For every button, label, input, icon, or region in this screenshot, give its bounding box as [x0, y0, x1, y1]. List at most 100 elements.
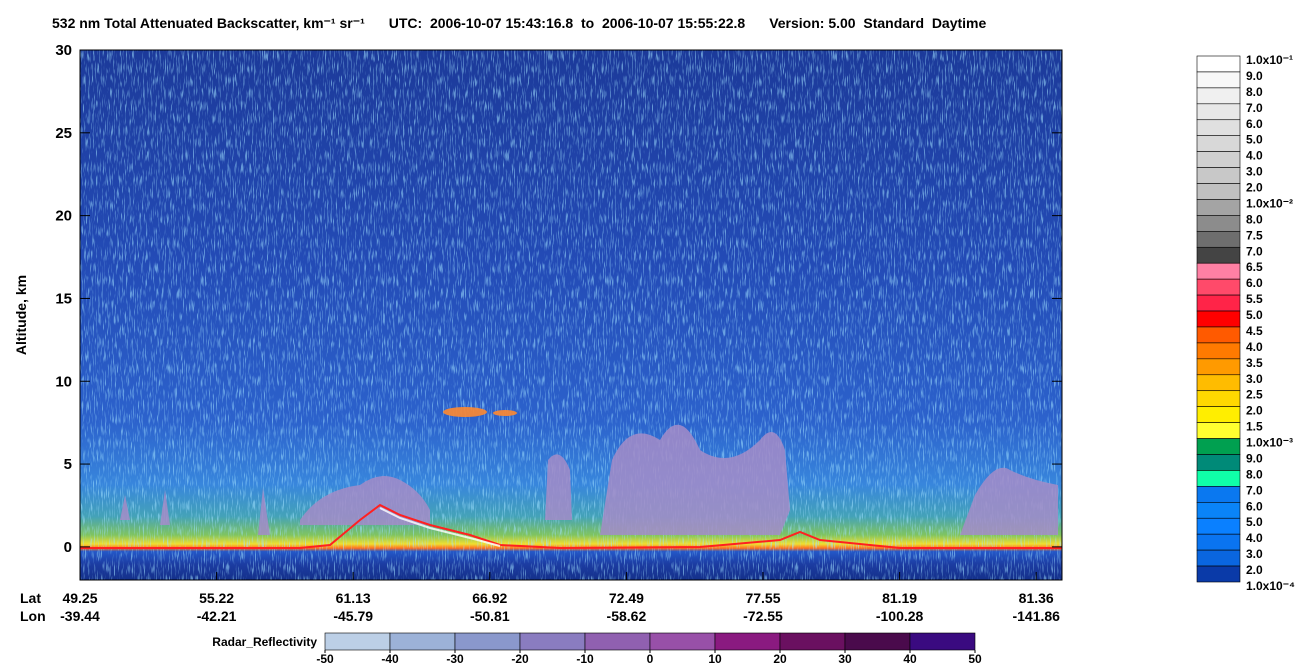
- colorbar-cell: [1196, 231, 1241, 248]
- x-tick-label: -50.81: [470, 608, 510, 624]
- colorbar-cell: [1196, 438, 1241, 455]
- colorbar-cell: [1196, 246, 1241, 264]
- colorbar-label: 2.0: [1246, 404, 1263, 418]
- x-tick-label: 81.19: [882, 590, 917, 606]
- y-tick-label: 0: [64, 539, 72, 556]
- colorbar-label: 1.0x10⁻¹: [1246, 53, 1293, 67]
- colorbar-label: 4.0: [1246, 340, 1263, 354]
- radar-tick-label: 0: [647, 652, 654, 666]
- colorbar-label: 1.0x10⁻²: [1246, 196, 1293, 210]
- x-tick-label: 72.49: [609, 590, 644, 606]
- x-tick-label: 61.13: [336, 590, 371, 606]
- radar-tick-label: -10: [576, 652, 594, 666]
- x-tick-label: -39.44: [60, 608, 100, 624]
- radar-cell: [454, 632, 521, 651]
- colorbar-cell: [1196, 310, 1241, 328]
- radar-cell: [324, 632, 391, 651]
- colorbar-label: 1.0x10⁻⁴: [1246, 579, 1295, 593]
- colorbar-label: 7.0: [1246, 483, 1263, 497]
- colorbar-cell: [1196, 55, 1241, 73]
- colorbar-label: 3.0: [1246, 547, 1263, 561]
- x-row-name: Lon: [20, 608, 46, 624]
- colorbar-label: 7.0: [1246, 101, 1263, 115]
- x-row-name: Lat: [20, 590, 41, 606]
- radar-tick-label: -20: [511, 652, 529, 666]
- x-tick-label: -58.62: [607, 608, 647, 624]
- radar-cell: [909, 632, 976, 651]
- colorbar-cell: [1196, 549, 1241, 567]
- colorbar-label: 5.0: [1246, 133, 1263, 147]
- radar-tick-label: 40: [903, 652, 917, 666]
- colorbar-label: 4.5: [1246, 324, 1263, 338]
- backscatter-texture: [80, 50, 1062, 580]
- colorbar-label: 4.0: [1246, 149, 1263, 163]
- radar-cell: [389, 632, 456, 651]
- y-tick-label: 15: [55, 290, 72, 307]
- colorbar-label: 5.5: [1246, 292, 1263, 306]
- radar-tick-label: 20: [773, 652, 787, 666]
- colorbar-cell: [1196, 183, 1241, 200]
- colorbar-cell: [1196, 71, 1241, 89]
- x-tick-label: -45.79: [333, 608, 373, 624]
- colorbar-cell: [1196, 565, 1241, 583]
- colorbar-cell: [1196, 342, 1241, 360]
- colorbar-label: 3.0: [1246, 372, 1263, 386]
- plot-frame: [79, 49, 1063, 581]
- surface-line: [80, 503, 1062, 550]
- colorbar-label: 2.0: [1246, 181, 1263, 195]
- colorbar-label: 7.5: [1246, 228, 1263, 242]
- colorbar-label: 8.0: [1246, 467, 1263, 481]
- x-tick-label: 77.55: [745, 590, 780, 606]
- colorbar-label: 8.0: [1246, 85, 1263, 99]
- title-main: 532 nm Total Attenuated Backscatter, km⁻…: [52, 15, 365, 31]
- radar-tick-label: 50: [968, 652, 982, 666]
- x-tick-label: 66.92: [472, 590, 507, 606]
- colorbar-label: 1.5: [1246, 420, 1263, 434]
- x-tick-label: -100.28: [876, 608, 924, 624]
- y-tick-label: 10: [55, 373, 72, 390]
- colorbar-cell: [1196, 533, 1241, 551]
- colorbar-label: 8.0: [1246, 212, 1263, 226]
- y-axis-label: Altitude, km: [13, 275, 29, 355]
- colorbar-label: 6.5: [1246, 260, 1263, 274]
- radar-cell: [519, 632, 586, 651]
- colorbar-cell: [1196, 215, 1241, 232]
- radar-tick-label: 10: [708, 652, 722, 666]
- colorbar-label: 2.0: [1246, 563, 1263, 577]
- chart-title: 532 nm Total Attenuated Backscatter, km⁻…: [52, 15, 986, 31]
- radar-tick-label: -30: [446, 652, 464, 666]
- colorbar-cell: [1196, 374, 1241, 392]
- y-tick-label: 5: [64, 456, 72, 473]
- colorbar-cell: [1196, 390, 1241, 407]
- colorbar-label: 1.0x10⁻³: [1246, 436, 1293, 450]
- x-tick-label: -42.21: [197, 608, 237, 624]
- colorbar-cell: [1196, 103, 1241, 121]
- colorbar-cell: [1196, 326, 1241, 344]
- radar-cell: [779, 632, 846, 651]
- colorbar-cell: [1196, 199, 1241, 216]
- radar-cell: [584, 632, 651, 651]
- colorbar-label: 5.0: [1246, 515, 1263, 529]
- colorbar-label: 6.0: [1246, 499, 1263, 513]
- radar-tick-label: 30: [838, 652, 852, 666]
- colorbar-cell: [1196, 278, 1241, 296]
- title-version: Version: 5.00 Standard Daytime: [769, 15, 986, 31]
- colorbar-cell: [1196, 502, 1241, 519]
- y-tick-label: 25: [55, 125, 72, 142]
- colorbar-label: 9.0: [1246, 69, 1263, 83]
- y-tick-label: 30: [55, 42, 72, 59]
- title-utc: UTC: 2006-10-07 15:43:16.8 to 2006-10-07…: [389, 15, 746, 31]
- colorbar-cell: [1196, 151, 1241, 168]
- colorbar-cell: [1196, 135, 1241, 152]
- colorbar-cell: [1196, 358, 1241, 376]
- colorbar-cell: [1196, 167, 1241, 184]
- plot-image: [80, 50, 1062, 580]
- high-cloud: [443, 407, 517, 417]
- radar-tick-label: -40: [381, 652, 399, 666]
- x-tick-label: 49.25: [62, 590, 97, 606]
- colorbar-label: 3.0: [1246, 165, 1263, 179]
- colorbar-cell: [1196, 454, 1241, 471]
- colorbar-cell: [1196, 119, 1241, 136]
- colorbar-cell: [1196, 262, 1241, 280]
